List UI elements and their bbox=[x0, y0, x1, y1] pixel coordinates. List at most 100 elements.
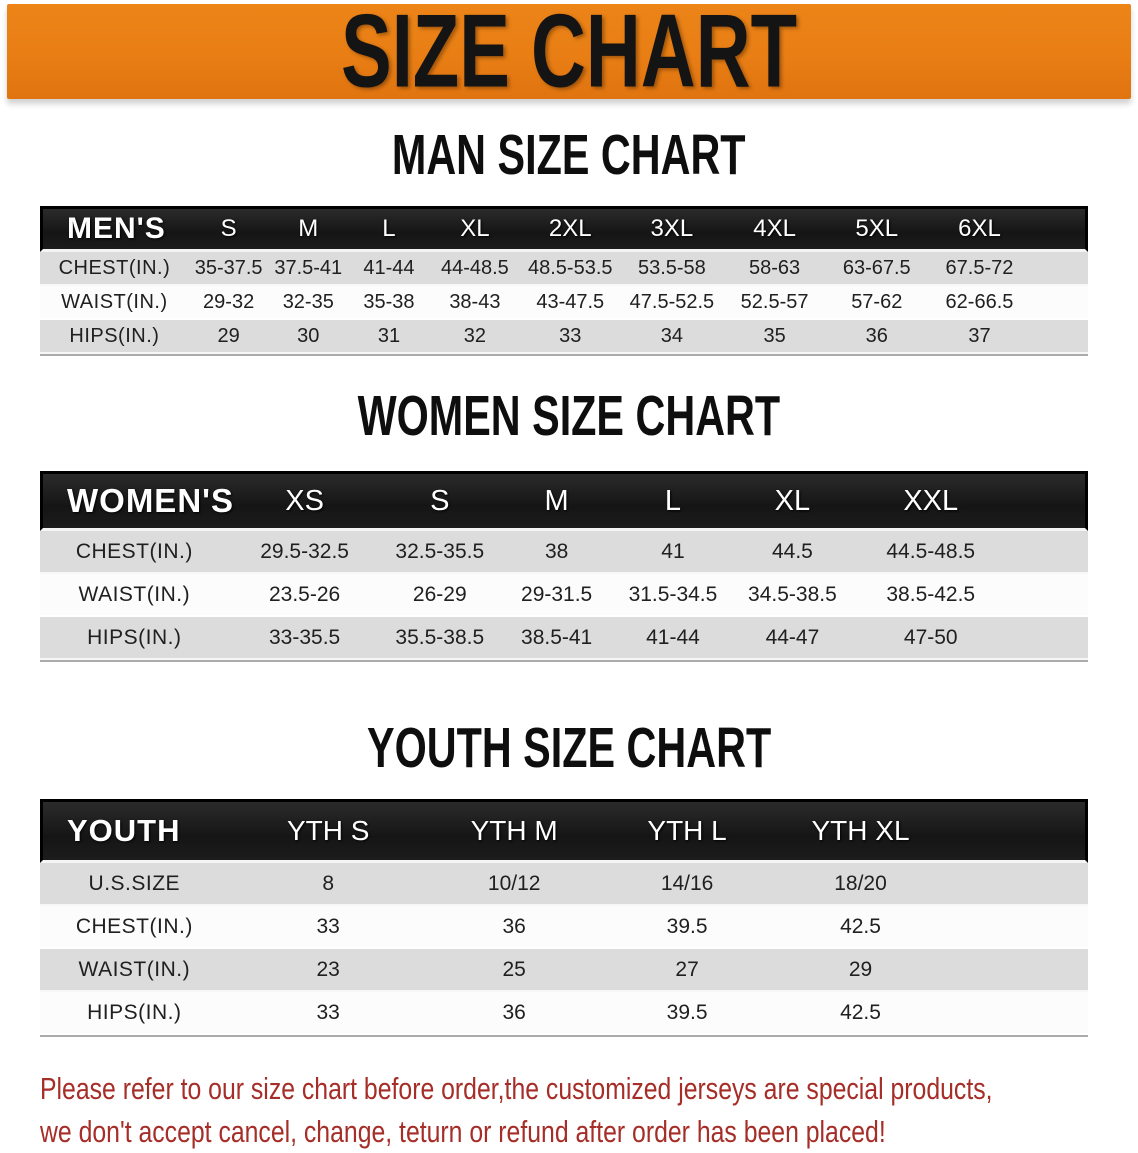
value-cell: 23.5-26 bbox=[228, 574, 381, 617]
value-cell: 29.5-32.5 bbox=[228, 531, 381, 574]
value-cell: 29 bbox=[773, 949, 948, 992]
value-cell: 47.5-52.5 bbox=[620, 286, 724, 320]
value-cell: 30 bbox=[268, 320, 349, 354]
column-header: XS bbox=[228, 471, 381, 531]
value-cell: 34.5-38.5 bbox=[731, 574, 854, 617]
header-spacer bbox=[1031, 206, 1088, 252]
value-cell: 39.5 bbox=[600, 992, 774, 1035]
men-corner-label: MEN'S bbox=[40, 206, 189, 252]
column-header: L bbox=[614, 471, 732, 531]
column-header: 3XL bbox=[620, 206, 724, 252]
table-row: HIPS(IN.) 33-35.5 35.5-38.5 38.5-41 41-4… bbox=[40, 617, 1088, 660]
column-header: YTH S bbox=[228, 799, 428, 863]
value-cell: 41-44 bbox=[348, 252, 430, 286]
value-cell: 37.5-41 bbox=[268, 252, 349, 286]
value-cell: 25 bbox=[427, 949, 601, 992]
spacer-cell bbox=[947, 949, 1088, 992]
spacer-cell bbox=[1008, 617, 1088, 660]
youth-section-title-text: YOUTH SIZE CHART bbox=[366, 717, 772, 780]
value-cell: 38.5-41 bbox=[499, 617, 615, 660]
column-header: M bbox=[499, 471, 615, 531]
value-cell: 33-35.5 bbox=[228, 617, 381, 660]
value-cell: 33 bbox=[228, 906, 428, 949]
women-section-title-text: WOMEN SIZE CHART bbox=[357, 385, 781, 448]
column-header: L bbox=[348, 206, 430, 252]
column-header: S bbox=[380, 471, 499, 531]
women-header-row: WOMEN'S XS S M L XL XXL bbox=[40, 471, 1088, 531]
value-cell: 48.5-53.5 bbox=[519, 252, 621, 286]
men-section-title: MAN SIZE CHART bbox=[0, 124, 1138, 187]
value-cell: 38.5-42.5 bbox=[853, 574, 1009, 617]
value-cell: 34 bbox=[620, 320, 724, 354]
header-spacer bbox=[947, 799, 1088, 863]
value-cell: 38 bbox=[499, 531, 615, 574]
column-header: XL bbox=[429, 206, 520, 252]
table-row: U.S.SIZE 8 10/12 14/16 18/20 bbox=[40, 863, 1088, 906]
value-cell: 44.5-48.5 bbox=[853, 531, 1009, 574]
column-header: S bbox=[188, 206, 269, 252]
column-header: YTH M bbox=[427, 799, 601, 863]
women-size-table: WOMEN'S XS S M L XL XXL CHEST(IN.) 29.5-… bbox=[40, 471, 1088, 662]
value-cell: 35 bbox=[723, 320, 826, 354]
women-corner-label: WOMEN'S bbox=[40, 471, 233, 531]
value-cell: 26-29 bbox=[380, 574, 499, 617]
youth-size-table: YOUTH YTH S YTH M YTH L YTH XL U.S.SIZE … bbox=[40, 799, 1088, 1037]
size-chart-banner: SIZE CHART bbox=[7, 0, 1131, 103]
table-row: CHEST(IN.) 33 36 39.5 42.5 bbox=[40, 906, 1088, 949]
value-cell: 38-43 bbox=[429, 286, 520, 320]
row-label: WAIST(IN.) bbox=[40, 949, 229, 992]
row-label: U.S.SIZE bbox=[40, 863, 229, 906]
value-cell: 57-62 bbox=[825, 286, 928, 320]
header-spacer bbox=[1008, 471, 1088, 531]
column-header: 5XL bbox=[825, 206, 928, 252]
row-label: CHEST(IN.) bbox=[40, 531, 229, 574]
value-cell: 63-67.5 bbox=[825, 252, 928, 286]
column-header: XL bbox=[731, 471, 854, 531]
value-cell: 8 bbox=[228, 863, 428, 906]
spacer-cell bbox=[1031, 320, 1088, 354]
value-cell: 10/12 bbox=[427, 863, 601, 906]
disclaimer-text: Please refer to our size chart before or… bbox=[40, 1067, 1112, 1153]
value-cell: 62-66.5 bbox=[927, 286, 1032, 320]
row-label: WAIST(IN.) bbox=[40, 574, 229, 617]
value-cell: 31.5-34.5 bbox=[614, 574, 732, 617]
spacer-cell bbox=[1008, 574, 1088, 617]
value-cell: 58-63 bbox=[723, 252, 826, 286]
value-cell: 29 bbox=[188, 320, 269, 354]
value-cell: 27 bbox=[600, 949, 774, 992]
column-header: 6XL bbox=[927, 206, 1032, 252]
value-cell: 41-44 bbox=[614, 617, 732, 660]
value-cell: 35-38 bbox=[348, 286, 430, 320]
value-cell: 52.5-57 bbox=[723, 286, 826, 320]
spacer-cell bbox=[947, 992, 1088, 1035]
youth-corner-label: YOUTH bbox=[40, 799, 229, 863]
men-section-title-text: MAN SIZE CHART bbox=[392, 124, 746, 187]
spacer-cell bbox=[947, 863, 1088, 906]
disclaimer-line-1: Please refer to our size chart before or… bbox=[40, 1071, 993, 1106]
spacer-cell bbox=[947, 906, 1088, 949]
value-cell: 44.5 bbox=[731, 531, 854, 574]
column-header: M bbox=[268, 206, 349, 252]
value-cell: 33 bbox=[228, 992, 428, 1035]
column-header: 2XL bbox=[519, 206, 621, 252]
row-label: CHEST(IN.) bbox=[40, 906, 229, 949]
value-cell: 31 bbox=[348, 320, 430, 354]
row-label: HIPS(IN.) bbox=[40, 992, 229, 1035]
value-cell: 53.5-58 bbox=[620, 252, 724, 286]
table-row: CHEST(IN.) 35-37.5 37.5-41 41-44 44-48.5… bbox=[40, 252, 1088, 286]
value-cell: 42.5 bbox=[773, 992, 948, 1035]
value-cell: 42.5 bbox=[773, 906, 948, 949]
table-row: CHEST(IN.) 29.5-32.5 32.5-35.5 38 41 44.… bbox=[40, 531, 1088, 574]
women-section-title: WOMEN SIZE CHART bbox=[0, 385, 1138, 448]
table-row: HIPS(IN.) 33 36 39.5 42.5 bbox=[40, 992, 1088, 1035]
value-cell: 36 bbox=[825, 320, 928, 354]
value-cell: 44-48.5 bbox=[429, 252, 520, 286]
table-row: WAIST(IN.) 23.5-26 26-29 29-31.5 31.5-34… bbox=[40, 574, 1088, 617]
value-cell: 23 bbox=[228, 949, 428, 992]
spacer-cell bbox=[1031, 252, 1088, 286]
row-label: CHEST(IN.) bbox=[40, 252, 189, 286]
value-cell: 41 bbox=[614, 531, 732, 574]
value-cell: 36 bbox=[427, 992, 601, 1035]
value-cell: 35-37.5 bbox=[188, 252, 269, 286]
value-cell: 44-47 bbox=[731, 617, 854, 660]
